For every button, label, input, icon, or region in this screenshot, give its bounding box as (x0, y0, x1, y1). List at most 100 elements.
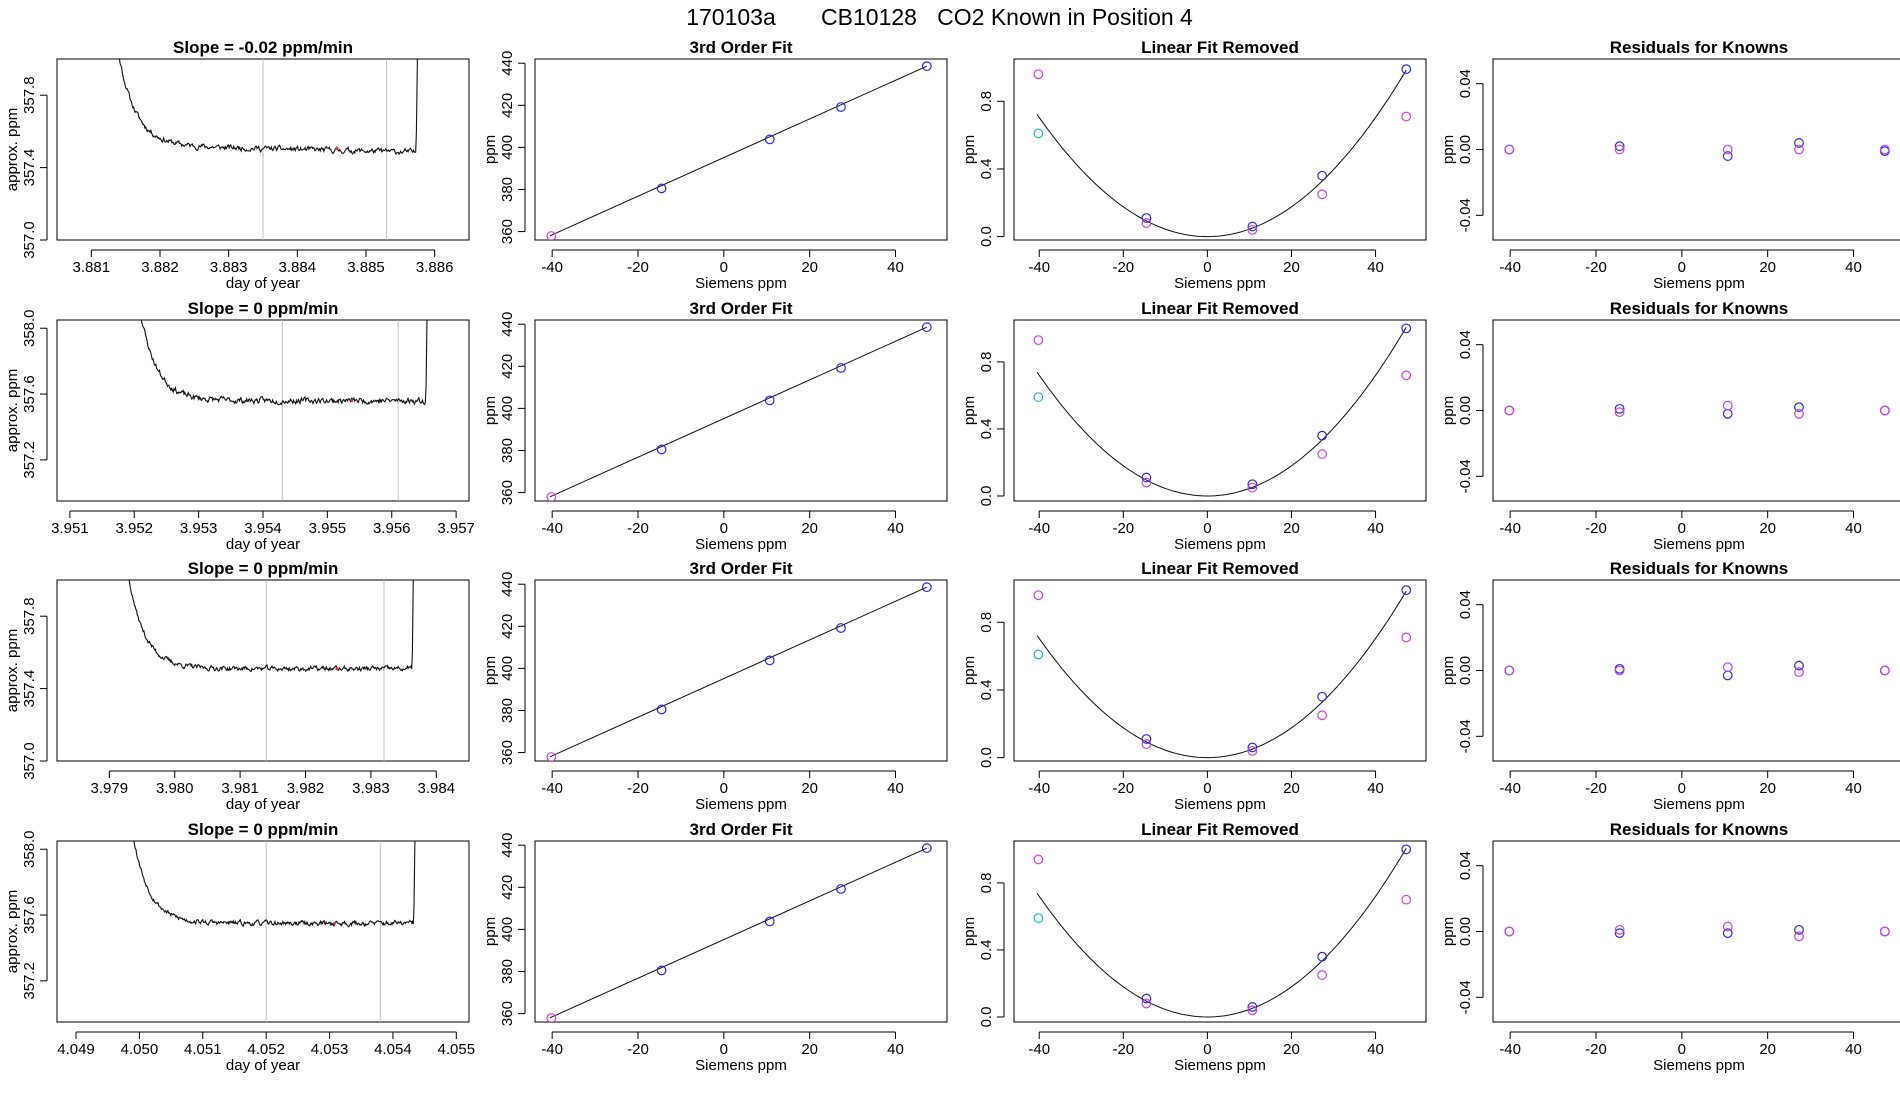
series-blue (1141, 323, 1412, 490)
series-blue (1141, 64, 1412, 232)
y-tick-label: 0.04 (1457, 69, 1474, 98)
x-tick-label: -40 (1028, 259, 1050, 276)
fit-line (549, 65, 928, 237)
x-axis-label: Siemens ppm (1653, 796, 1745, 813)
fit-line (549, 586, 928, 758)
panel-linfit-row-3: Linear Fit Removed -40 -20 0 20 40 Siemens ppm… (961, 559, 1427, 813)
data-point-magenta (1033, 335, 1044, 346)
data-point-blue (656, 183, 667, 194)
x-tick-label: 20 (1283, 1041, 1300, 1058)
y-tick-label: 380 (499, 438, 516, 463)
x-tick-label: 0 (1203, 1041, 1211, 1058)
y-axis-label: approx. ppm (4, 108, 21, 191)
fit-line (549, 847, 928, 1019)
y-tick-label: 0.4 (978, 940, 995, 961)
data-point-blue (1317, 170, 1328, 181)
series-blue (1141, 844, 1412, 1012)
plot-frame (56, 840, 470, 1023)
x-tick-label: 40 (1845, 780, 1862, 797)
y-tick-label: 0.8 (978, 872, 995, 893)
x-tick-label: 20 (801, 520, 818, 537)
x-tick-label: 40 (1367, 520, 1384, 537)
x-tick-label: 3.883 (210, 259, 248, 276)
data-point-magenta (1614, 924, 1625, 935)
x-tick-label: 40 (1367, 259, 1384, 276)
data-point-cyan (1033, 913, 1044, 923)
y-tick-label: 380 (499, 177, 516, 202)
x-tick-label: 3.983 (352, 780, 390, 797)
plot-area (133, 841, 416, 1022)
y-tick-label: 0.4 (978, 419, 995, 440)
y-tick-label: -0.04 (1457, 198, 1474, 232)
x-axis-label: Siemens ppm (695, 796, 787, 813)
x-tick-label: 3.954 (244, 520, 282, 537)
panel-title: Slope = 0 ppm/min (188, 820, 339, 839)
x-tick-label: -40 (1028, 780, 1050, 797)
data-point-magenta (1504, 926, 1515, 937)
series-magenta (546, 231, 557, 240)
x-axis-label: Siemens ppm (1174, 275, 1266, 292)
data-point-magenta (1317, 710, 1328, 721)
data-point-blue (1317, 430, 1328, 441)
data-point-blue (1614, 928, 1625, 939)
title-description: CO2 Known in Position 4 (937, 4, 1193, 30)
panel-fit-row-2: 3rd Order Fit -40 -20 0 20 40 Siemens ppm 360 38… (482, 299, 948, 553)
x-tick-label: -20 (627, 780, 649, 797)
data-point-magenta (1614, 407, 1625, 418)
y-tick-label: 440 (499, 833, 516, 858)
data-point-cyan (1033, 392, 1044, 402)
plot-area (140, 320, 428, 501)
y-tick-label: 0.04 (1457, 851, 1474, 880)
y-tick-label: 357.2 (21, 441, 38, 479)
x-axis-label: Siemens ppm (1653, 1057, 1745, 1074)
y-tick-label: 357.0 (21, 742, 38, 780)
data-point-cyan (1033, 649, 1044, 660)
fit-curve (1036, 326, 1407, 497)
x-tick-label: 3.953 (180, 520, 218, 537)
y-tick-label: 0.8 (978, 91, 995, 112)
x-tick-label: 3.886 (416, 259, 454, 276)
data-point-magenta (1794, 144, 1804, 155)
series-blue (656, 582, 932, 715)
data-point-cyan (1033, 128, 1044, 139)
data-point-magenta (1794, 408, 1804, 419)
x-tick-label: -20 (627, 1041, 649, 1058)
series-magenta (1033, 590, 1412, 756)
series-magenta (1033, 854, 1412, 1016)
x-tick-label: 20 (1283, 780, 1300, 797)
series-blue (656, 843, 932, 976)
title-tank-id: CB10128 (821, 4, 917, 30)
y-tick-label: 440 (499, 51, 516, 76)
data-point-magenta (1722, 144, 1733, 155)
plot-area (1504, 660, 1890, 681)
x-tick-label: 20 (801, 1041, 818, 1058)
y-tick-label: 357.0 (21, 221, 38, 259)
mean-marker (335, 667, 339, 671)
y-tick-label: 420 (499, 354, 516, 379)
ppm-trace-line (128, 580, 414, 673)
y-tick-label: 380 (499, 698, 516, 723)
x-tick-label: 40 (887, 780, 904, 797)
y-tick-label: 420 (499, 875, 516, 900)
data-point-magenta (1247, 224, 1258, 235)
plot-area (128, 580, 414, 761)
plot-frame (1013, 579, 1427, 762)
data-point-magenta (1879, 144, 1890, 155)
x-axis-label: Siemens ppm (1653, 275, 1745, 292)
fit-curve (1036, 590, 1407, 759)
data-point-blue (764, 134, 775, 145)
data-point-blue (764, 655, 775, 666)
x-tick-label: 3.882 (141, 259, 179, 276)
x-tick-label: 3.881 (73, 259, 111, 276)
series-magenta (1033, 335, 1412, 493)
data-point-magenta (1794, 667, 1804, 678)
x-axis-label: Siemens ppm (695, 536, 787, 553)
panel-grid: Slope = -0.02 ppm/min 3.881 3.882 3.883 3.88… (4, 38, 1900, 1074)
y-tick-label: 0.04 (1457, 590, 1474, 619)
series-blue (656, 322, 932, 455)
data-point-magenta (1247, 482, 1258, 493)
x-axis-label: Siemens ppm (695, 1057, 787, 1074)
plot-frame (1492, 319, 1900, 502)
plot-frame (56, 319, 470, 502)
